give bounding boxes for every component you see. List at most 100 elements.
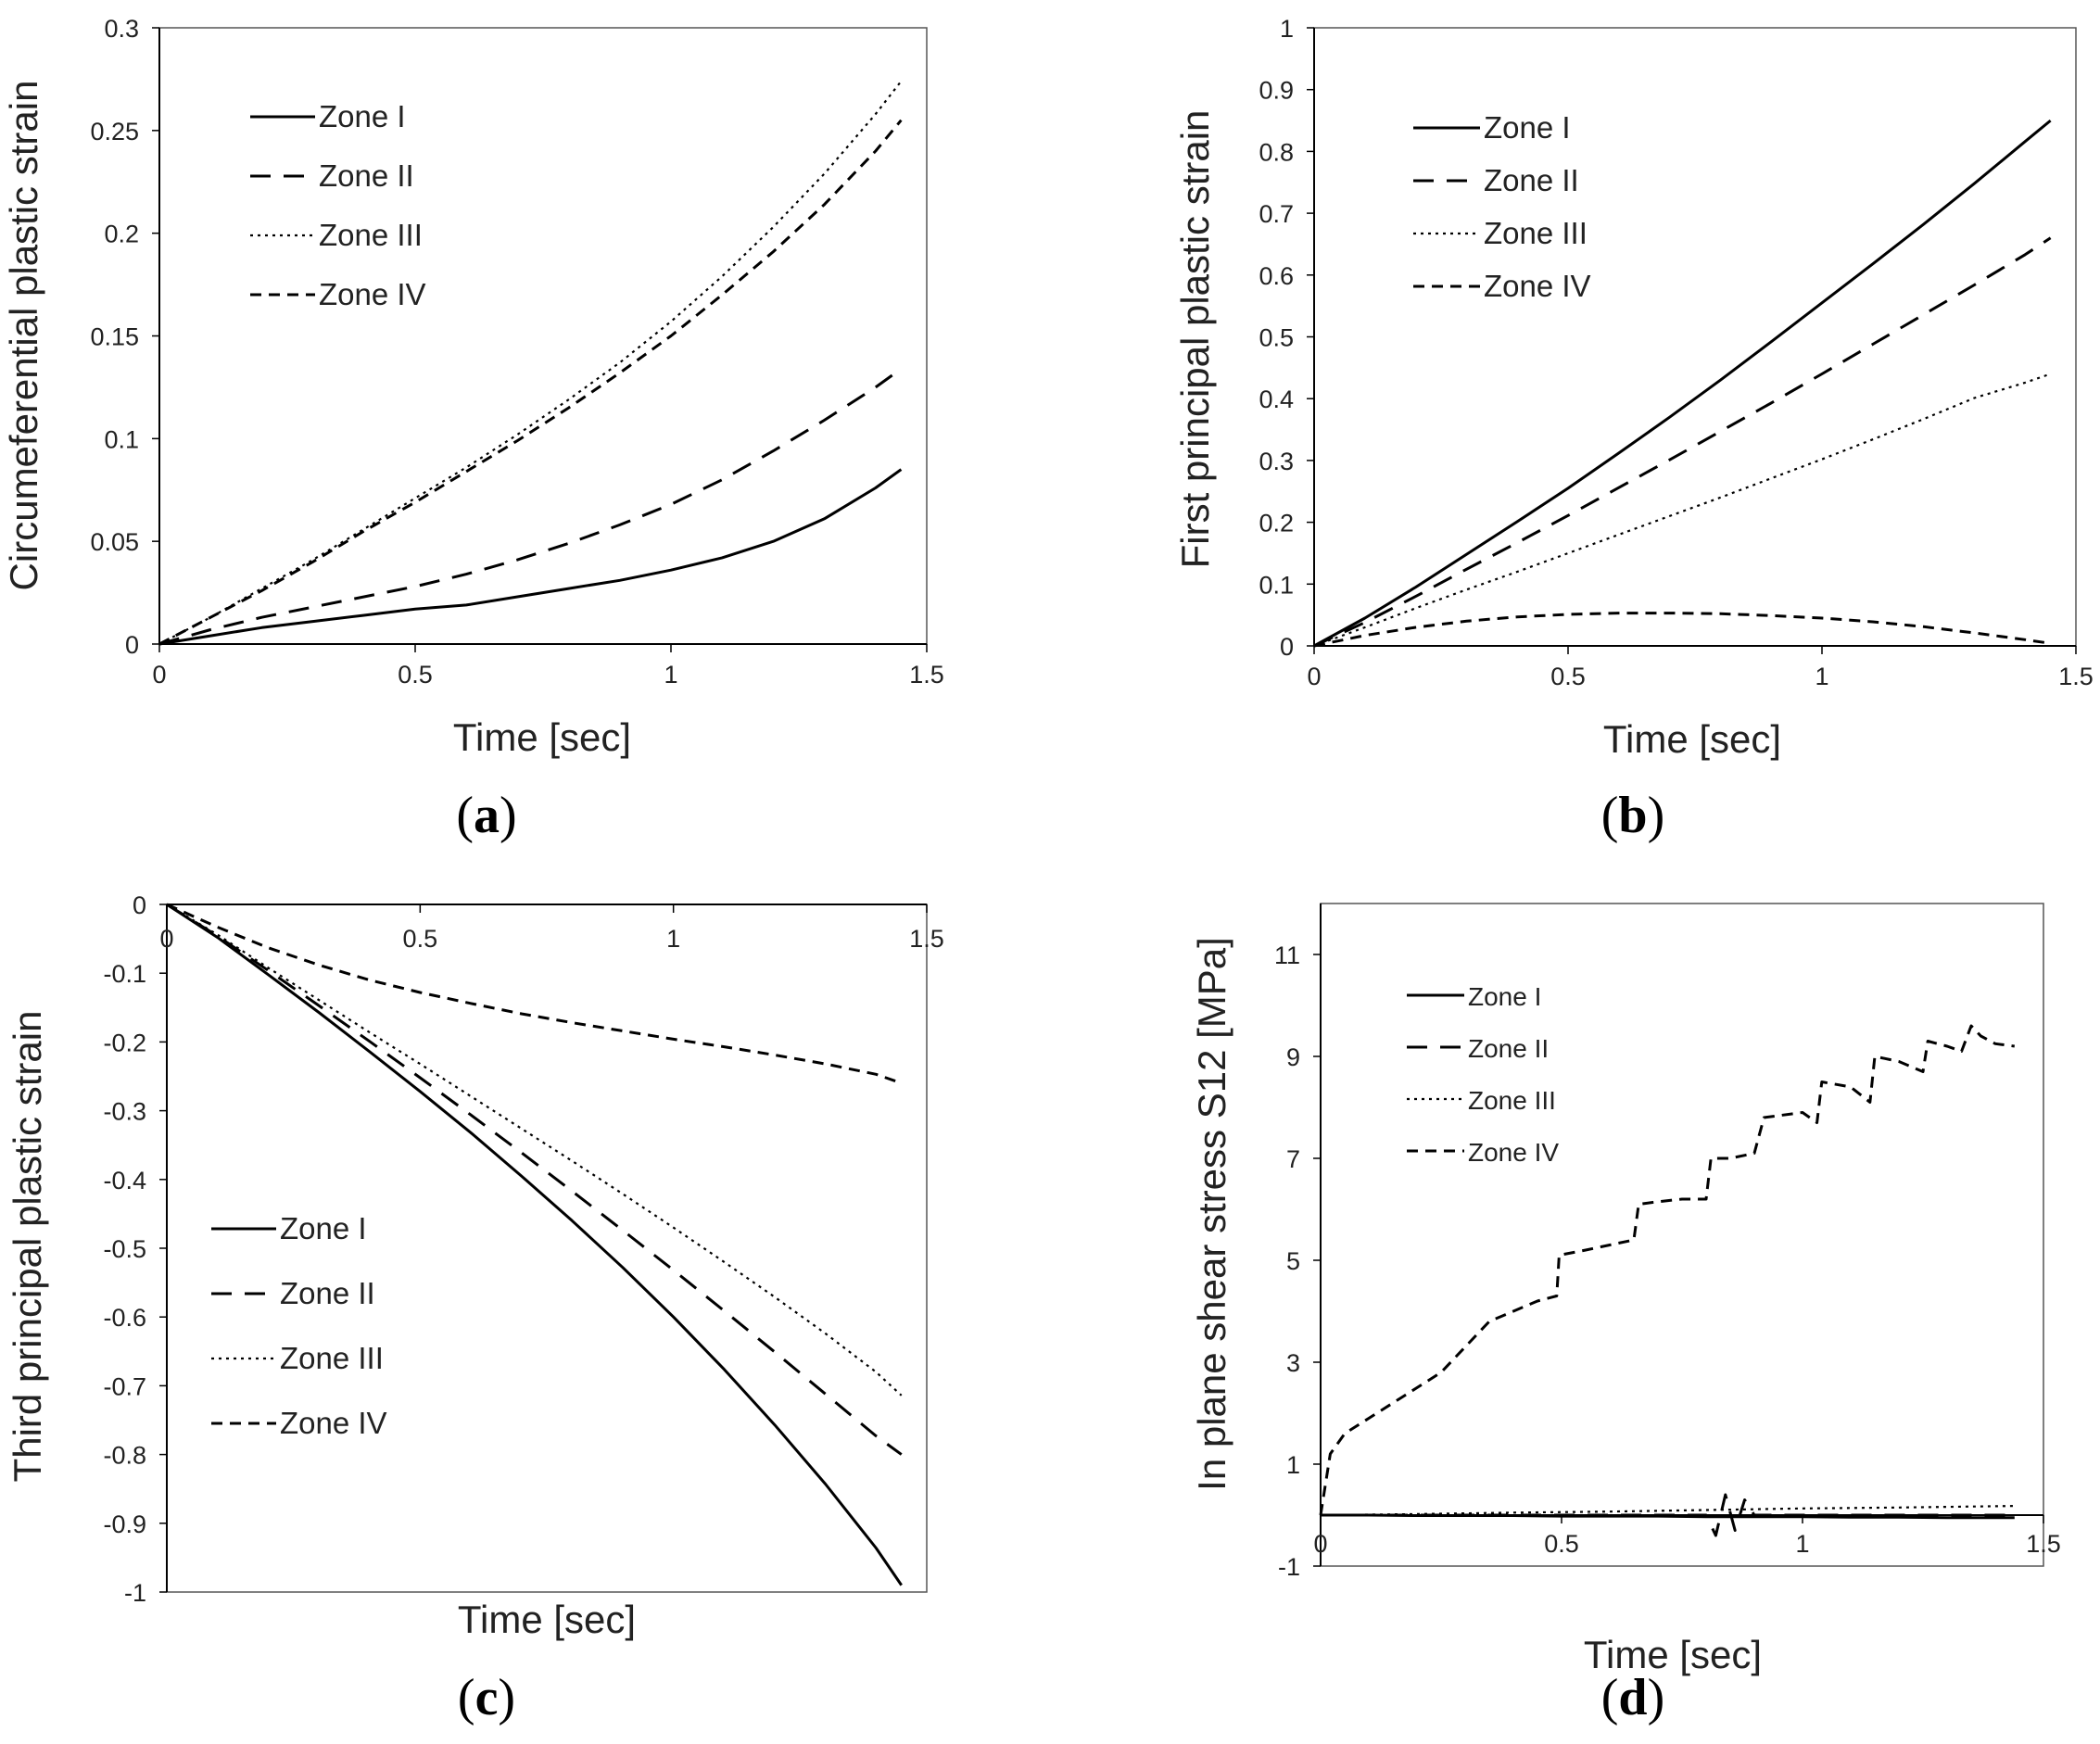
x-tick-label: 0 [152,661,166,689]
legend-label: Zone II [1468,1034,1549,1063]
series-line-zone-i [158,468,903,646]
y-tick-label: 0.25 [90,118,139,145]
x-tick-label: 0 [1313,1530,1327,1558]
legend-label: Zone I [1484,110,1571,145]
x-tick-label: 1.5 [909,925,944,953]
caption-d: (d) [1601,1669,1664,1726]
legend-label: Zone I [280,1211,367,1245]
y-tick-label: 0.15 [90,323,139,351]
legend-label: Zone I [319,99,406,133]
y-tick-label: -0.3 [103,1098,146,1126]
x-axis-label: Time [sec] [453,715,631,759]
y-tick-label: 0.3 [1259,448,1294,475]
y-tick-label: 0.9 [1259,77,1294,105]
y-tick-label: -0.6 [103,1304,146,1332]
y-tick-label: -0.9 [103,1510,146,1538]
y-tick-label: 0.2 [104,221,139,248]
y-axis-label: Third principal plastic strain [6,1011,49,1483]
y-tick-label: -0.8 [103,1442,146,1470]
series-line-zone-iii [1320,1505,2015,1517]
x-tick-label: 1.5 [909,661,944,689]
x-tick-label: 1 [666,925,680,953]
series-line-zone-iv [1313,612,2051,648]
x-tick-label: 1.5 [2026,1530,2061,1558]
y-tick-label: 1 [1286,1451,1300,1479]
legend-label: Zone II [1484,163,1579,197]
x-tick-label: 0.5 [1544,1530,1579,1558]
y-tick-label: -0.5 [103,1235,146,1263]
plot-frame [1313,27,2077,647]
x-tick-label: 0 [1307,663,1321,690]
chart-panel-d: 0 0.5 1 1.5 -1 1 3 5 7 9 11 Time [sec] In plane shea… [1190,903,2061,1676]
legend-label: Zone II [319,158,414,193]
y-tick-label: -0.1 [103,960,146,988]
legend-label: Zone III [1484,216,1588,250]
y-axis-label: In plane shear stress S12 [MPa] [1190,937,1233,1491]
legend-label: Zone III [1468,1086,1556,1115]
series-line-zone-iv [1319,1024,2015,1516]
y-tick-label: 0.4 [1259,385,1294,413]
chart-panel-a: 0 0.5 1 1.5 0 0.05 0.1 0.15 0.2 0.25 0.3 Time [sec]… [2,15,944,759]
y-tick-label: 0 [1280,633,1294,661]
legend-label: Zone IV [280,1406,387,1440]
y-tick-label: 1 [1280,15,1294,43]
y-tick-label: -0.4 [103,1167,146,1194]
y-tick-label: 0.1 [104,425,139,453]
y-axis-label: Circumeferential plastic strain [2,81,45,591]
legend-label: Zone II [280,1276,375,1310]
x-tick-label: 1 [1795,1530,1809,1558]
legend-label: Zone IV [319,277,426,311]
y-tick-label: 0 [125,631,139,659]
x-tick-label: 0.5 [403,925,438,953]
y-tick-label: 7 [1286,1145,1300,1173]
plot-frame [166,904,928,1593]
chart-panel-c: 0 0.5 1 1.5 -1 -0.9 -0.8 -0.7 -0.6 -0.5 -0.4 -0.3 -0… [6,891,944,1641]
series-line-zone-iii [1313,373,2051,648]
legend-label: Zone III [280,1341,384,1375]
x-tick-label: 0 [159,925,173,953]
y-tick-label: -1 [1278,1553,1300,1581]
y-tick-label: 0.6 [1259,262,1294,290]
legend-label: Zone III [319,218,423,252]
x-tick-label: 1 [1815,663,1828,690]
legend-label: Zone IV [1484,269,1591,303]
y-tick-label: 11 [1274,942,1300,969]
y-tick-label: -1 [124,1579,146,1607]
y-tick-label: 0.05 [90,528,139,556]
chart-panel-b: 0 0.5 1 1.5 0 0.1 0.2 0.3 0.4 0.5 0.6 0.7 0.8 0.9 1 Tim… [1173,15,2094,761]
y-tick-label: 0 [133,891,146,919]
y-tick-label: 0.2 [1259,510,1294,537]
x-tick-label: 0.5 [1550,663,1586,690]
legend-label: Zone I [1468,982,1541,1011]
series-line-zone-ii [158,367,903,646]
x-axis-label: Time [sec] [1603,717,1781,761]
y-tick-label: 0.1 [1259,571,1294,599]
y-tick-label: -0.2 [103,1029,146,1056]
x-axis-label: Time [sec] [1584,1633,1762,1676]
series-line-zone-iv [166,903,903,1085]
series-line-zone-iii [158,80,903,645]
y-tick-label: 0.5 [1259,324,1294,352]
series-line-zone-ii [1313,236,2052,648]
series-line-zone-iv [158,119,903,646]
y-tick-label: 5 [1286,1247,1300,1275]
x-tick-label: 1 [664,661,677,689]
x-tick-label: 1.5 [2058,663,2094,690]
plot-frame [1320,903,2044,1567]
series-line-zone-iii [166,904,903,1396]
y-tick-label: 0.7 [1259,200,1294,228]
y-tick-label: 9 [1286,1043,1300,1071]
series-line-zone-i [1313,119,2052,648]
legend-label: Zone IV [1468,1138,1559,1167]
y-axis-label: First principal plastic strain [1173,110,1217,569]
caption-b: (b) [1601,787,1664,844]
y-tick-label: 0.3 [104,15,139,43]
caption-a: (a) [456,787,516,844]
series-line-zone-ii [1321,1493,2015,1537]
x-axis-label: Time [sec] [458,1598,636,1641]
series-line-zone-ii [166,903,903,1456]
y-tick-label: 0.8 [1259,138,1294,166]
caption-c: (c) [458,1669,515,1726]
series-line-zone-i [166,903,903,1586]
